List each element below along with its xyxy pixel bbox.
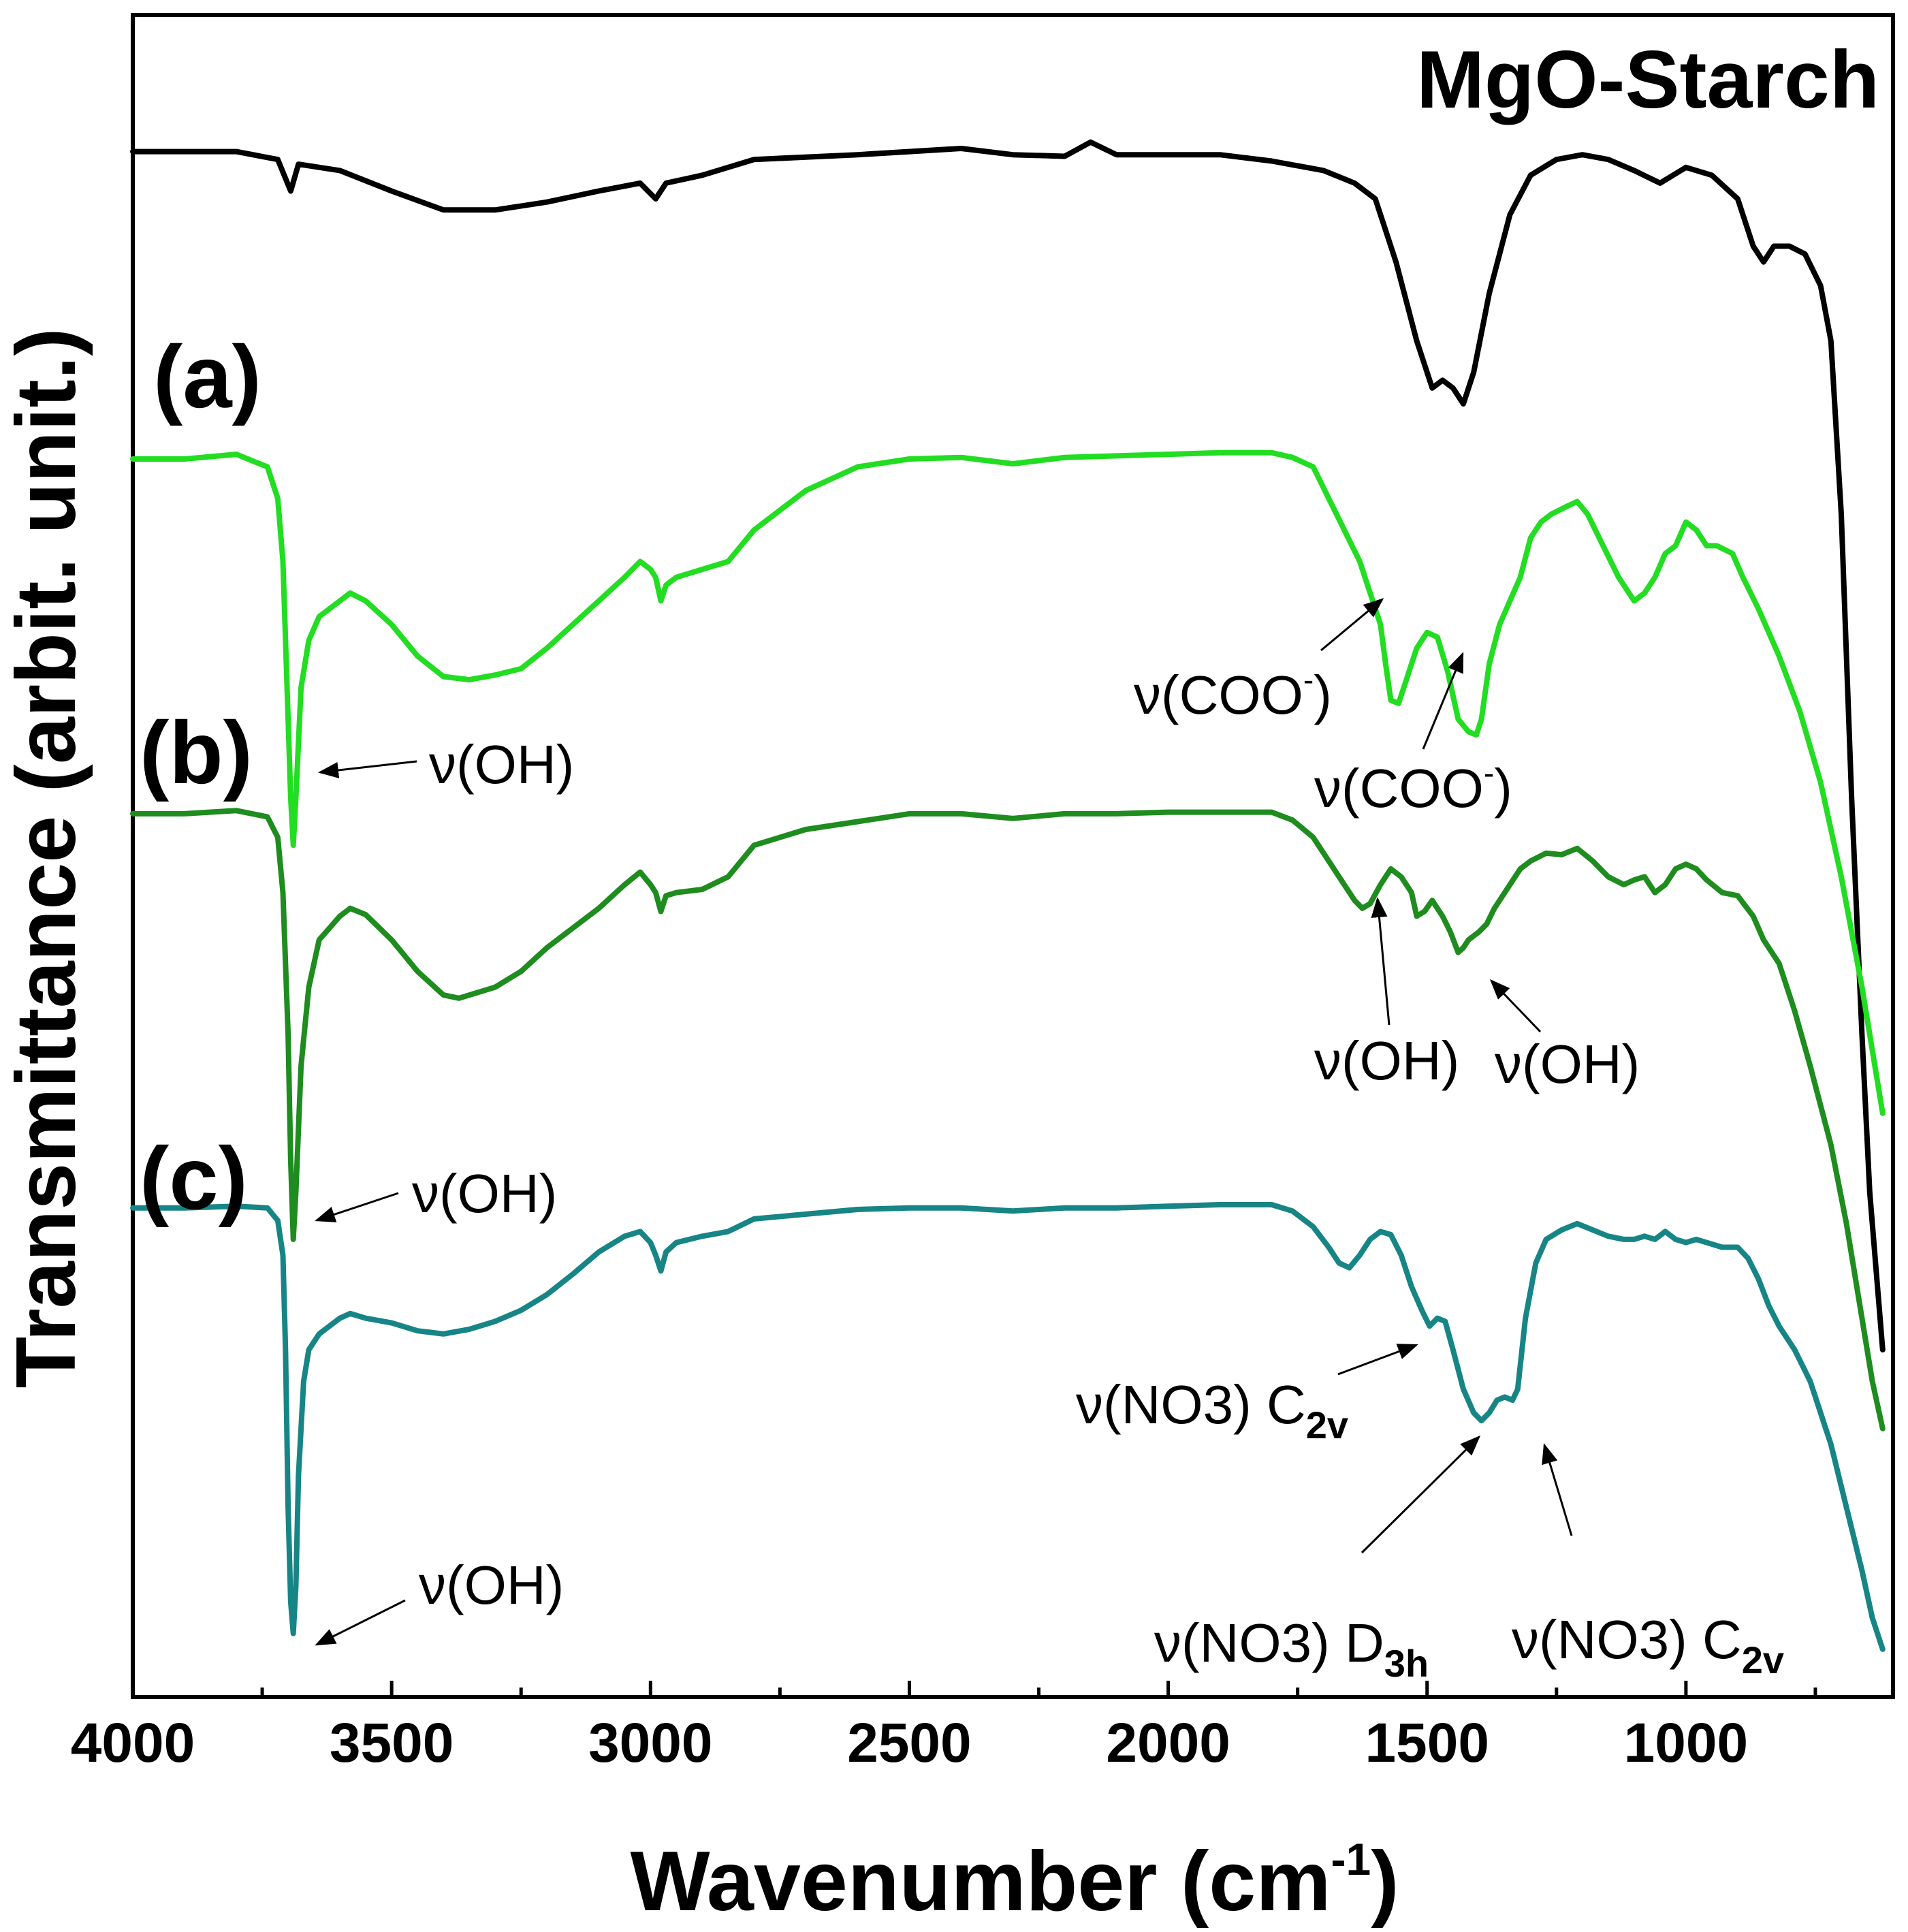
annotation-b-oh: ν(OH) [412,1163,557,1224]
annotation-c-no3-d3h-text: ν(NO3) D [1154,1613,1384,1673]
annotation-c-no3-d3h-sub: 3h [1384,1642,1429,1685]
annotation-b-oh2: ν(OH) [1495,1034,1640,1094]
x-tick-label-1000: 1000 [1624,1712,1748,1774]
annotation-a-coo1-text: ν(COO [1134,665,1303,725]
annotation-a-coo2-text: ν(COO [1314,758,1484,819]
annotation-c-no3-c2v-2: ν(NO3) C2v [1512,1609,1784,1681]
annotation-c-no3-c2v-2-text: ν(NO3) C [1512,1609,1742,1670]
x-axis-title: Wavenumber (cm-1) [631,1834,1399,1929]
arrow-a-coo1 [1320,598,1384,652]
arrow-b-oh2 [1489,979,1542,1033]
panel-label-b: (b) [140,703,253,802]
series-line-2 [130,808,1886,1431]
chart-title: MgO-Starch [1416,34,1879,125]
annotation-c-no3-d3h: ν(NO3) D3h [1154,1613,1429,1685]
annotations: ν(OH) ν(COO-) ν(COO-) ν(OH) ν(OH) ν(OH) … [315,598,1784,1685]
annotation-b-oh1: ν(OH) [1314,1030,1459,1091]
x-axis-title-sup: -1 [1331,1834,1371,1884]
annotation-c-no3-c2v-2-sub: 2v [1742,1638,1784,1681]
arrow-b-oh [315,1192,399,1222]
annotation-a-coo1-close: ) [1314,665,1332,725]
annotation-b-oh1-text: ν(OH) [1314,1030,1459,1091]
arrow-a-coo2 [1422,652,1464,750]
annotation-a-coo2: ν(COO-) [1314,755,1512,819]
series-line-1 [130,449,1886,1116]
x-axis-title-close: ) [1371,1835,1399,1929]
x-tick-label-2000: 2000 [1106,1712,1230,1774]
x-axis-title-main: Wavenumber (cm [631,1835,1331,1929]
annotation-c-no3-c2v-1-text: ν(NO3) C [1076,1374,1306,1435]
annotation-a-coo1: ν(COO-) [1134,662,1332,725]
annotation-a-coo1-sup: - [1303,662,1314,697]
series-line-3 [130,1202,1886,1652]
arrow-c-no3-c2v-2 [1542,1443,1573,1536]
arrow-c-oh [315,1599,406,1646]
x-tick-label-4000: 4000 [71,1712,195,1774]
annotation-b-oh-text: ν(OH) [412,1163,557,1224]
x-tick-label-1500: 1500 [1365,1712,1489,1774]
annotation-c-oh-text: ν(OH) [419,1555,564,1615]
series-line-0 [130,139,1886,1352]
x-tick-label-3500: 3500 [330,1712,454,1774]
annotation-a-oh: ν(OH) [429,734,574,795]
series-layer [130,139,1886,1652]
panel-label-a: (a) [153,327,261,426]
arrow-c-no3-c2v-1 [1337,1344,1418,1376]
arrow-b-oh1 [1371,897,1390,1026]
annotation-c-oh: ν(OH) [419,1555,564,1615]
annotation-b-oh2-text: ν(OH) [1495,1034,1640,1094]
annotation-a-coo2-sup: - [1484,755,1494,791]
plot-frame [131,13,1895,1699]
panel-label-c: (c) [140,1128,248,1228]
x-tick-label-3000: 3000 [588,1712,712,1774]
annotation-a-oh-text: ν(OH) [429,734,574,795]
x-tick-label-2500: 2500 [847,1712,971,1774]
arrow-c-no3-d3h [1361,1435,1481,1554]
arrow-a-oh [318,760,417,778]
annotation-a-coo2-close: ) [1494,758,1512,819]
y-axis-title: Transmittance (arbit. unit.) [0,328,93,1388]
x-axis-ticks: 4000 3500 3000 2500 2000 1500 1000 [71,1681,1817,1774]
annotation-c-no3-c2v-1-sub: 2v [1306,1404,1348,1446]
annotation-c-no3-c2v-1: ν(NO3) C2v [1076,1374,1348,1446]
